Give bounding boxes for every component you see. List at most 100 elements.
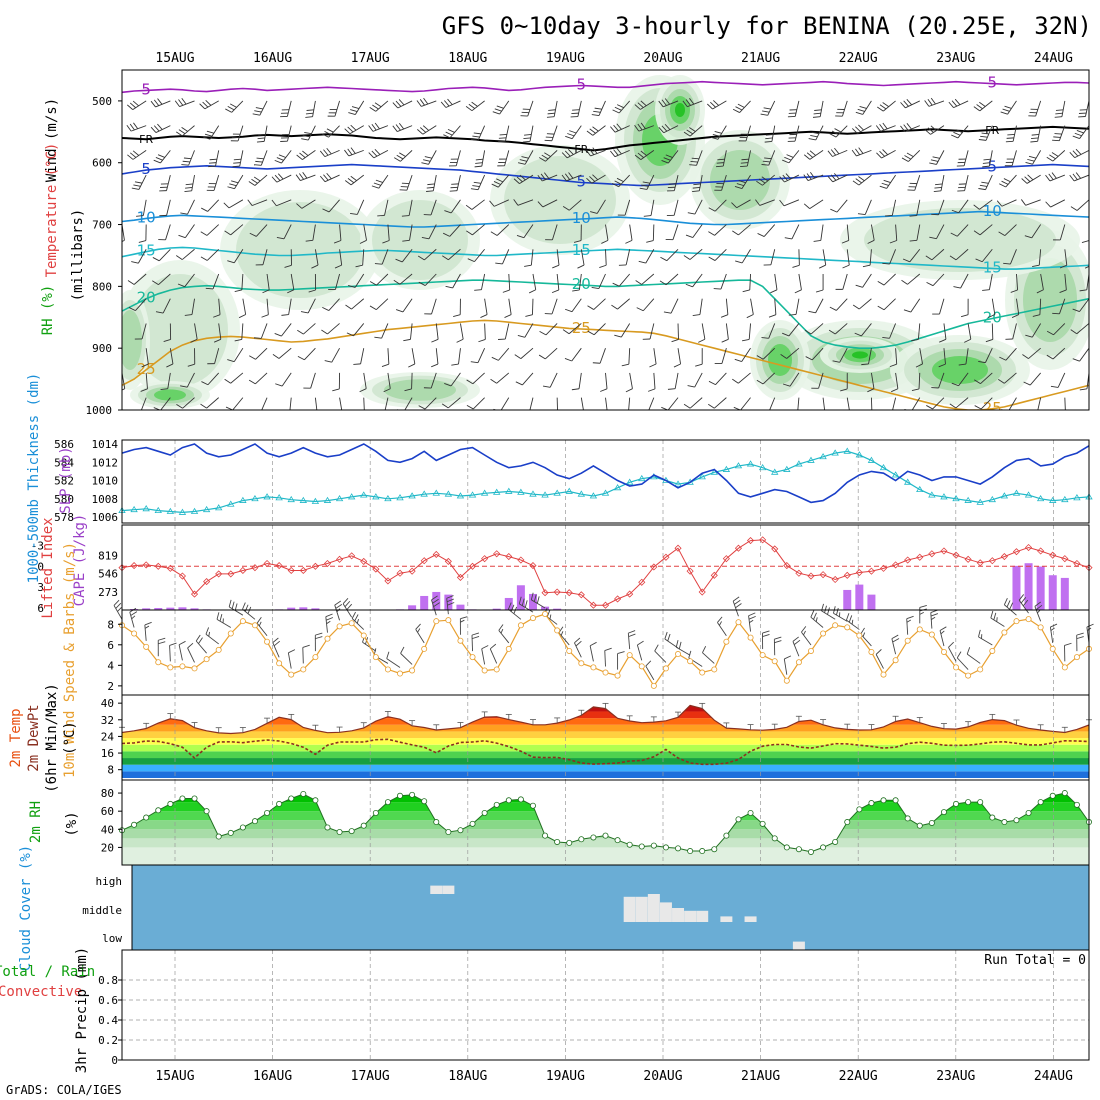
wind-barb [575, 640, 582, 647]
wind-barb [691, 157, 700, 160]
y-tick-label: 80 [101, 787, 114, 800]
wind-barb [396, 154, 404, 160]
wind-barb [356, 199, 365, 215]
wind-barb [206, 224, 220, 236]
cape-bar [541, 606, 550, 610]
isotherm-line [122, 279, 1089, 350]
wind-barb [774, 273, 778, 290]
wind-barb [832, 149, 848, 157]
rh-marker [953, 800, 960, 807]
wind-barb [580, 397, 584, 410]
wind-barb [671, 339, 679, 343]
wind-barb [272, 637, 279, 643]
wind-barb [610, 150, 616, 157]
wind-barb [819, 100, 824, 117]
wind-barb [836, 199, 848, 213]
wind-speed-marker [155, 659, 162, 666]
cape-bar [843, 589, 852, 610]
wind-barb [670, 298, 679, 314]
wind-barb [672, 224, 679, 240]
total-rain-label: Total / Rain [0, 964, 95, 980]
rh-marker [590, 834, 597, 841]
wind-speed-marker [215, 646, 222, 653]
wind-speed-marker [469, 654, 476, 661]
wind-barb [435, 348, 439, 365]
y-tick-label: 32 [101, 714, 114, 727]
wind-barb [906, 618, 909, 635]
wind-barb [1002, 108, 1010, 112]
wind-barb [612, 183, 619, 188]
rh-marker [832, 838, 839, 845]
wind-barb [708, 256, 716, 261]
slp-marker [722, 465, 731, 472]
wind-barb [519, 174, 534, 185]
rh-marker [554, 838, 561, 845]
wind-barb [1072, 173, 1078, 180]
wind-barb [477, 125, 486, 141]
wind-speed-marker [481, 667, 488, 674]
wind-barb [616, 147, 622, 155]
wind-barb [990, 617, 1005, 627]
wind-barb [200, 231, 208, 236]
wind-barb [661, 160, 669, 164]
wind-barb [943, 323, 947, 340]
wind-barb [411, 348, 416, 365]
lifted-index-marker [928, 550, 936, 558]
wind-barb [474, 248, 485, 262]
temp-band [122, 758, 1089, 765]
wind-barb [736, 199, 751, 209]
wind-barb [574, 642, 582, 658]
wind-barb [376, 273, 389, 286]
wind-barb [393, 157, 401, 162]
wind-barb [939, 630, 945, 647]
wind-barb [1004, 372, 1017, 384]
wind-speed-marker [602, 669, 609, 676]
wind-barb [784, 174, 800, 183]
wind-barb [180, 212, 188, 215]
rh-marker [771, 835, 778, 842]
wind-barb [788, 150, 800, 164]
wind-barb [883, 273, 896, 286]
wind-barbs [122, 97, 1089, 410]
wind-barb [328, 199, 340, 213]
wind-barb [399, 273, 413, 285]
wind-barb [1003, 262, 1011, 265]
wind-barb [531, 599, 546, 609]
wind-barb [551, 224, 558, 240]
wind-barb [973, 106, 981, 112]
rh-contour [1023, 258, 1077, 342]
wind-barb [951, 100, 958, 107]
wind-barb [127, 154, 134, 160]
wind-barb [242, 602, 246, 610]
lifted-index-marker [904, 556, 912, 564]
lifted-index-marker [432, 550, 440, 559]
cloud-cell [720, 916, 733, 922]
wind-barb [981, 181, 989, 184]
panel-frame [121, 439, 1090, 524]
wind-barb [990, 610, 994, 619]
wind-speed-marker [868, 648, 875, 655]
wind-barb [646, 240, 654, 243]
wind-barb [287, 125, 292, 142]
wind-barb [415, 623, 421, 630]
wind-barb [324, 360, 332, 363]
wind-barb [974, 405, 982, 410]
wind-barb [504, 150, 510, 166]
wind-barb [355, 264, 363, 268]
wind-barb [714, 224, 727, 236]
wind-barb [895, 372, 899, 389]
lifted-index-marker [626, 590, 634, 598]
wind-barb [930, 125, 937, 131]
wind-barb [1076, 323, 1089, 335]
wind-barb [629, 224, 633, 241]
wind-barb [1025, 161, 1033, 165]
wind-barb [371, 150, 378, 157]
wind-barb [748, 615, 756, 620]
wind-barb [638, 260, 646, 264]
wind-barb [522, 372, 534, 386]
wind-barb [673, 363, 681, 368]
wind-barb [930, 125, 945, 135]
y-tick-label: 0.6 [98, 994, 118, 1007]
wind-barb [334, 100, 341, 117]
wind-speed-marker [433, 618, 440, 625]
